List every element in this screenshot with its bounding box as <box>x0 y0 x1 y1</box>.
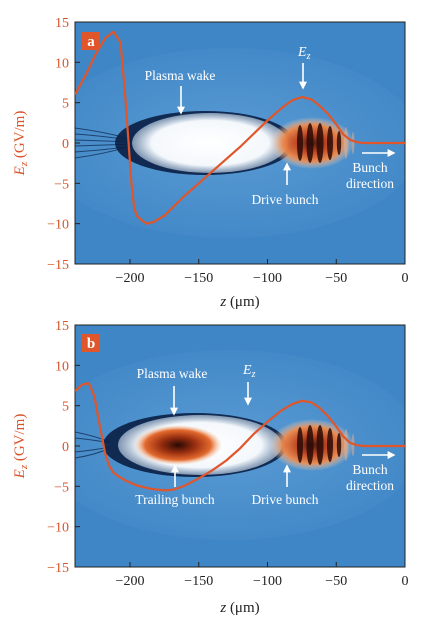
panel-b-xtick-label: −100 <box>253 574 282 589</box>
panel-b-ytick-label: 10 <box>55 359 69 374</box>
panel-a-ytick-label: 10 <box>55 56 69 71</box>
panel-b-ytick-label: −5 <box>54 480 69 495</box>
panel-b-xtick-label: −50 <box>325 574 347 589</box>
panel-a-xlabel: z (μm) <box>219 294 259 310</box>
panel-a-ez-curve <box>75 30 405 225</box>
panel-b-ytick-label: −10 <box>47 521 69 536</box>
panel-b-ez-curve <box>75 381 405 492</box>
panel-b-xtick-label: −150 <box>184 574 213 589</box>
panel-a-xtick-label: −100 <box>253 271 282 286</box>
panel-a-ytick-label: −5 <box>54 177 69 192</box>
panel-b-ytick-label: 0 <box>62 440 69 455</box>
panel-b-trailing-label: Trailing bunch <box>135 492 215 507</box>
panel-b-drive-label: Drive bunch <box>251 492 318 507</box>
panel-b-direction-label-1: Bunch <box>352 462 387 477</box>
panel-a-ytick-label: 15 <box>55 16 69 31</box>
panel-b-badge-label: b <box>87 336 95 352</box>
panel-b-badge <box>82 334 100 352</box>
panel-a-field <box>75 22 405 264</box>
panel-a-badge <box>82 32 100 50</box>
panel-a-ytick-label: −10 <box>47 218 69 233</box>
panel-b-field <box>75 325 405 567</box>
panel-a-ytick-label: 5 <box>62 97 69 112</box>
panel-b-xtick-label: −200 <box>116 574 145 589</box>
panel-a-plasma-wake <box>132 113 288 173</box>
panel-a-ylabel: Ez (GV/m) <box>12 111 30 177</box>
panel-b-ytick-label: −15 <box>47 561 69 576</box>
panel-a-direction-label-2: direction <box>346 176 394 191</box>
panel-a-xtick-label: −150 <box>184 271 213 286</box>
panel-a-xtick-label: 0 <box>402 271 409 286</box>
panel-a-direction-label-1: Bunch <box>352 160 387 175</box>
panel-a-ez-label: Ez <box>297 45 311 62</box>
panel-a-ytick-label: 0 <box>62 137 69 152</box>
panel-b-wake-label: Plasma wake <box>137 366 208 381</box>
panel-b-ez-label: Ez <box>242 363 256 380</box>
panel-b-xlabel: z (μm) <box>219 600 259 616</box>
panel-b-direction-label-2: direction <box>346 478 394 493</box>
panel-b-xtick-label: 0 <box>402 574 409 589</box>
panel-a-badge-label: a <box>87 34 95 50</box>
panel-a-ytick-label: −15 <box>47 258 69 273</box>
panel-b-ytick-label: 5 <box>62 400 69 415</box>
panel-b-trailing-bunch <box>134 425 222 465</box>
panel-a-drive-label: Drive bunch <box>251 192 318 207</box>
panel-b-ytick-label: 15 <box>55 319 69 334</box>
panel-a-xtick-label: −200 <box>116 271 145 286</box>
panel-a-wake-label: Plasma wake <box>145 68 216 83</box>
panel-b-ylabel: Ez (GV/m) <box>12 414 30 480</box>
panel-a-xtick-label: −50 <box>325 271 347 286</box>
